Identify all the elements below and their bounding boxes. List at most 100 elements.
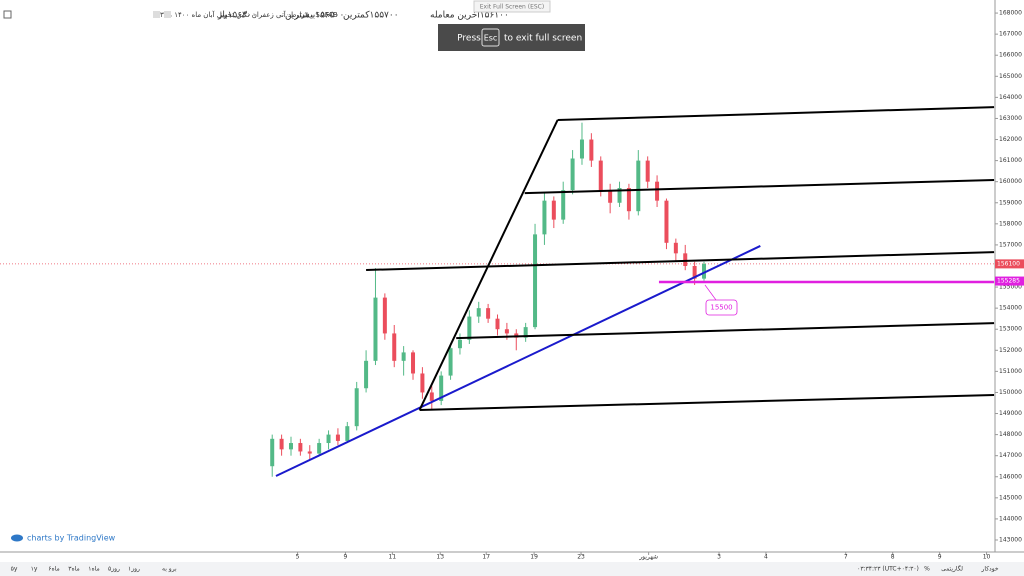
low-value: ۱۵۵۷۰۰کمترین <box>343 11 399 21</box>
candle-body <box>645 160 650 182</box>
range-button[interactable]: ۱روز <box>128 566 140 573</box>
percent-button[interactable]: % <box>924 566 930 573</box>
range-button[interactable]: ۳ماه <box>68 566 79 573</box>
logo <box>11 534 23 542</box>
y-tick-label: 163000 <box>999 115 1022 122</box>
goto-button[interactable]: برو به <box>162 566 177 573</box>
candle-body <box>317 443 322 454</box>
candle-body <box>298 443 303 452</box>
y-tick-label: 154000 <box>999 305 1022 312</box>
candle-body <box>523 327 528 338</box>
candle-body <box>326 434 331 444</box>
log-button[interactable]: لگاریتمی <box>941 565 963 573</box>
x-tick-label: 9 <box>344 554 348 561</box>
symbol-title: SAFAB ، قرارداد آتی زعفران نگین تحویل آب… <box>160 10 338 19</box>
candle-body <box>354 388 359 427</box>
y-tick-label: 147000 <box>999 452 1022 459</box>
candle-body <box>664 200 669 243</box>
range-button[interactable]: ۱y <box>31 566 38 573</box>
settings-icon[interactable] <box>153 11 160 18</box>
toast-key: Esc <box>484 34 498 43</box>
y-tick-label: 144000 <box>999 515 1022 522</box>
watermark: charts by TradingView <box>27 534 116 543</box>
range-button[interactable]: ۱ماه <box>88 566 99 573</box>
candle-body <box>702 263 707 279</box>
candle-body <box>495 318 500 330</box>
tooltip <box>473 0 551 13</box>
candle-body <box>683 253 688 266</box>
y-tick-label: 162000 <box>999 136 1022 143</box>
trend-line <box>557 106 995 122</box>
annotation-box <box>705 299 738 316</box>
range-button[interactable]: ۵روز <box>108 566 120 573</box>
trend-line <box>275 245 761 477</box>
candle-body <box>692 265 697 279</box>
trend-line <box>366 251 995 271</box>
y-tick-label: 159000 <box>999 199 1022 206</box>
candle-body <box>626 188 631 212</box>
trend-line <box>418 119 559 411</box>
candle-body <box>636 160 641 212</box>
x-tick-label: 19 <box>530 554 538 561</box>
y-tick-label: 143000 <box>999 536 1022 543</box>
toast-rest: to exit full screen <box>504 34 582 44</box>
candle-body <box>382 297 387 334</box>
price-label: 155285 <box>997 278 1020 285</box>
y-tick-label: 161000 <box>999 157 1022 164</box>
candle-body <box>307 451 312 454</box>
tooltip-text: Exit Full Screen (ESC) <box>480 4 544 11</box>
y-tick-label: 155000 <box>999 284 1022 291</box>
price-label-bg <box>995 259 1024 269</box>
candle-body <box>570 158 575 191</box>
candle-body <box>401 352 406 361</box>
candle-body <box>279 438 284 450</box>
candle-body <box>486 308 491 319</box>
candle-body <box>392 333 397 361</box>
y-tick-label: 148000 <box>999 431 1022 438</box>
candle-body <box>335 434 340 441</box>
x-tick-label: 3 <box>717 554 721 561</box>
candle-body <box>579 139 584 159</box>
auto-button[interactable]: خودکار <box>980 566 998 573</box>
candle-body <box>345 426 350 441</box>
y-tick-label: 146000 <box>999 473 1022 480</box>
price-label-bg <box>995 276 1024 286</box>
range-button[interactable]: ۵y <box>11 566 18 573</box>
plot-area: 143000 144000 145000 146000 147000 148000 1490… <box>0 10 1024 561</box>
x-tick-label: 17 <box>482 554 490 561</box>
candle-body <box>288 443 293 450</box>
x-tick-label: 4 <box>764 554 768 561</box>
candle-body <box>589 139 594 161</box>
y-tick-label: 149000 <box>999 410 1022 417</box>
candle-body <box>533 234 538 328</box>
candle-body <box>467 316 472 340</box>
range-button[interactable]: ۶ماه <box>48 566 59 573</box>
candle-body <box>448 348 453 376</box>
hide-icon[interactable] <box>164 11 171 18</box>
x-tick-label: 13 <box>436 554 444 561</box>
collapse-button[interactable] <box>3 10 12 19</box>
candle-body <box>270 438 275 467</box>
bottom-toolbar <box>0 562 1024 576</box>
candle-body <box>429 392 434 401</box>
candle-body <box>617 188 622 203</box>
trend-line <box>524 178 995 195</box>
y-tick-label: 167000 <box>999 31 1022 38</box>
clock: ۰۳:۳۴:۲۳ (UTC+۰۴:۳۰) <box>857 566 919 573</box>
esc-key <box>481 28 500 47</box>
y-tick-label: 165000 <box>999 73 1022 80</box>
candle-body <box>542 200 547 235</box>
candle-body <box>673 242 678 254</box>
candle-body <box>551 200 556 220</box>
toast-press: Press <box>457 34 481 44</box>
y-tick-label: 160000 <box>999 178 1022 185</box>
candle-body <box>373 297 378 361</box>
annotation-text: 15500 <box>710 304 732 312</box>
candle-body <box>561 190 566 220</box>
candle-body <box>457 339 462 349</box>
y-tick-label: 157000 <box>999 241 1022 248</box>
x-tick-label: 8 <box>891 554 895 561</box>
y-tick-label: 168000 <box>999 10 1022 17</box>
x-tick-label: 9 <box>938 554 942 561</box>
